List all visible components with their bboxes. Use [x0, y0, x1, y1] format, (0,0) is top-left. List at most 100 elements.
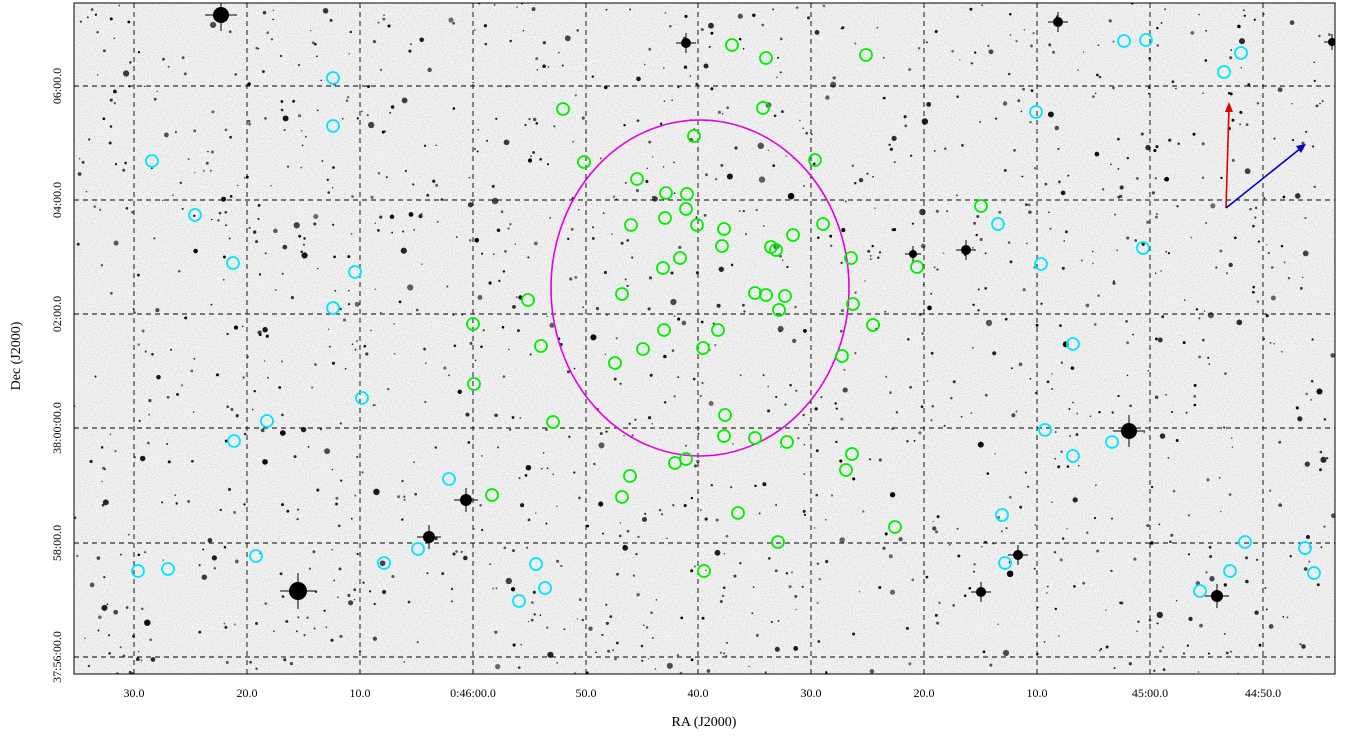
star [281, 595, 285, 598]
star [223, 622, 226, 625]
star [1306, 535, 1310, 539]
star [412, 183, 415, 186]
star [752, 586, 755, 588]
star [623, 544, 626, 548]
star [170, 348, 173, 351]
star [615, 198, 618, 200]
star [181, 207, 184, 210]
star [1316, 583, 1320, 587]
star [779, 71, 782, 74]
star [335, 496, 339, 500]
star [634, 418, 637, 421]
star [1089, 415, 1092, 417]
star [547, 66, 550, 68]
star [167, 65, 170, 68]
star [1008, 495, 1012, 499]
star [267, 376, 269, 379]
star [1188, 616, 1193, 622]
star [1086, 531, 1089, 534]
star [360, 110, 363, 113]
star [502, 375, 506, 378]
star [797, 437, 800, 440]
star [969, 7, 973, 11]
star [788, 585, 792, 589]
star [1005, 527, 1008, 530]
star [908, 67, 912, 72]
star [1126, 156, 1130, 160]
field-circle-marker [326, 71, 340, 85]
star [1140, 132, 1144, 136]
star [114, 449, 117, 453]
star [137, 50, 141, 54]
star [933, 266, 936, 269]
star [125, 206, 129, 210]
star [263, 360, 266, 362]
star [533, 241, 538, 246]
star [615, 572, 620, 576]
star [407, 600, 411, 604]
star [703, 63, 709, 69]
star [1319, 102, 1321, 105]
star [1135, 177, 1139, 180]
star [1310, 398, 1313, 401]
star [335, 502, 338, 506]
star [710, 87, 714, 91]
star [730, 263, 734, 267]
star [1057, 635, 1060, 637]
star [302, 243, 305, 246]
star [717, 110, 722, 114]
star [327, 328, 330, 331]
star [624, 181, 627, 184]
star [832, 76, 836, 80]
star [529, 353, 532, 356]
star [518, 477, 521, 480]
star [647, 307, 651, 311]
star [289, 662, 293, 666]
field-circle-marker [1105, 435, 1119, 449]
star [869, 254, 872, 257]
field-circle-marker [529, 557, 543, 571]
star [452, 21, 456, 25]
star [301, 252, 308, 259]
star [1025, 242, 1028, 245]
star [535, 512, 537, 514]
star [930, 419, 933, 422]
star [946, 210, 948, 213]
star [520, 3, 523, 5]
star [257, 217, 260, 220]
star [162, 559, 164, 561]
star [1114, 213, 1117, 216]
star [1328, 33, 1331, 36]
star [1072, 401, 1074, 404]
star [224, 128, 228, 132]
star [640, 644, 644, 648]
star [1252, 285, 1255, 289]
star [495, 117, 498, 120]
star [193, 214, 196, 217]
star [768, 557, 771, 560]
star [605, 8, 608, 11]
star [1223, 426, 1226, 429]
star [339, 634, 343, 638]
star [465, 412, 470, 417]
star [932, 520, 934, 523]
star [977, 441, 984, 448]
star [569, 277, 573, 281]
star [356, 117, 359, 120]
star [122, 168, 126, 172]
star [1052, 50, 1056, 54]
star [1313, 185, 1316, 188]
star [530, 618, 534, 622]
star [496, 228, 501, 232]
coordinate-grid [74, 3, 1335, 674]
star [570, 227, 574, 231]
star [305, 135, 307, 138]
star [933, 149, 936, 152]
member-circle-marker [656, 261, 670, 275]
star [1193, 394, 1197, 398]
star [131, 211, 134, 214]
star [715, 518, 719, 522]
star [386, 387, 390, 391]
member-circle-marker [910, 260, 924, 274]
star [511, 416, 515, 419]
